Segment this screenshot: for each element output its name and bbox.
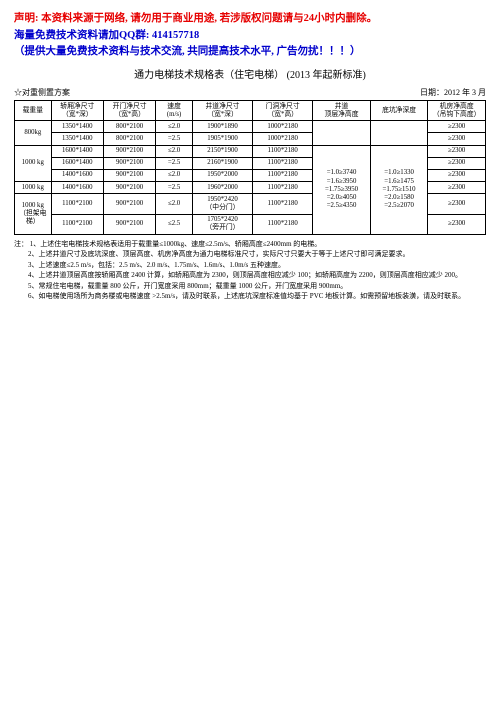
cell-pit: 1900*1890 xyxy=(192,121,252,133)
col-shaft: 轿厢净尺寸（宽*深） xyxy=(51,101,103,121)
cell-shaft: 1100*2100 xyxy=(51,194,103,214)
cell-pit: 2150*1900 xyxy=(192,145,252,157)
cell-load: 1000 kg xyxy=(15,145,52,181)
col-pit: 井道净尺寸（宽*深） xyxy=(192,101,252,121)
cell-pit: 2160*1900 xyxy=(192,157,252,169)
col-cab: 门洞净尺寸（宽*高） xyxy=(253,101,313,121)
cell-shaft: 1350*1400 xyxy=(51,133,103,145)
cell-shaft: 1400*1600 xyxy=(51,182,103,194)
cell-mroom: ≥2300 xyxy=(428,194,486,214)
cell-pit: 1950*2420（中分门） xyxy=(192,194,252,214)
cell-pit: 1960*2000 xyxy=(192,182,252,194)
cell-load: 1000 kg（担架电梯） xyxy=(15,194,52,235)
cell-speed: =2.5 xyxy=(156,157,193,169)
cell-door: 900*2100 xyxy=(103,194,155,214)
cell-load: 800kg xyxy=(15,121,52,145)
meta-right: 日期：2012 年 3 月 xyxy=(420,87,486,98)
cell-door: 800*2100 xyxy=(103,121,155,133)
cell-mroom: ≥2300 xyxy=(428,121,486,133)
table-row: 1000 kg1600*1400900*2100≤2.02150*1900110… xyxy=(15,145,486,157)
title-year: (2013 年起新标准) xyxy=(287,70,366,81)
notes-item: 1、上述住宅电梯技术规格表适用于载重量≤1000kg、速度≤2.5m/s、轿厢高… xyxy=(30,240,322,248)
table-header-row: 载重量 轿厢净尺寸（宽*深） 开门净尺寸（宽*高） 速度(m/s) 井道净尺寸（… xyxy=(15,101,486,121)
disclaimer-text: 声明: 本资料来源于网络, 请勿用于商业用途, 若涉版权问题请与24小时内删除。 xyxy=(14,10,486,25)
cell-speed: ≤2.0 xyxy=(156,194,193,214)
cell-speed: ≤2.5 xyxy=(156,214,193,234)
cell-cab: 1100*2180 xyxy=(253,169,313,181)
cell-speed: =2.5 xyxy=(156,182,193,194)
notes-item: 6、如电梯使用场所为商务楼或电梯速度 >2.5m/s，请及时联系，上述底坑深度标… xyxy=(28,291,486,302)
cell-mroom: ≥2300 xyxy=(428,182,486,194)
cell-shaft: 1350*1400 xyxy=(51,121,103,133)
table-row: 800kg1350*1400800*2100≤2.01900*18901000*… xyxy=(15,121,486,133)
cell-pit: 1950*2000 xyxy=(192,169,252,181)
spec-table: 载重量 轿厢净尺寸（宽*深） 开门净尺寸（宽*高） 速度(m/s) 井道净尺寸（… xyxy=(14,100,486,235)
cell-shaft: 1400*1600 xyxy=(51,169,103,181)
cell-cab: 1100*2180 xyxy=(253,157,313,169)
cell-pit: 1905*1900 xyxy=(192,133,252,145)
cell-mroom: ≥2300 xyxy=(428,169,486,181)
notes-item: 4、上述井道顶层高度按轿厢高度 2400 计算，如轿厢高度为 2300，则顶层高… xyxy=(28,270,486,281)
col-speed: 速度(m/s) xyxy=(156,101,193,121)
notes-item: 3、上述速度≤2.5 m/s，包括：2.5 m/s、2.0 m/s、1.75m/… xyxy=(28,260,486,271)
cell-pitdepth xyxy=(370,121,428,145)
cell-door: 900*2100 xyxy=(103,145,155,157)
meta-left: ☆对重侧置方案 xyxy=(14,87,70,98)
cell-shaft: 1600*1400 xyxy=(51,157,103,169)
notes-item: 2、上述井道尺寸及底坑深度、顶层高度、机房净高度为通力电梯标准尺寸，实际尺寸只要… xyxy=(28,249,486,260)
cell-mroom: ≥2300 xyxy=(428,133,486,145)
qq-contact: 海量免费技术资料请加QQ群: 414157718 xyxy=(14,27,486,42)
notes-block: 注： 1、上述住宅电梯技术规格表适用于载重量≤1000kg、速度≤2.5m/s、… xyxy=(14,239,486,302)
col-door: 开门净尺寸（宽*高） xyxy=(103,101,155,121)
cell-load: 1000 kg xyxy=(15,182,52,194)
cell-pit: 1705*2420（旁开门） xyxy=(192,214,252,234)
cell-door: 900*2100 xyxy=(103,214,155,234)
cell-mroom: ≥2300 xyxy=(428,157,486,169)
cell-speed: ≤2.0 xyxy=(156,169,193,181)
table-body: 800kg1350*1400800*2100≤2.01900*18901000*… xyxy=(15,121,486,235)
cell-door: 900*2100 xyxy=(103,169,155,181)
cell-mroom: ≥2300 xyxy=(428,214,486,234)
cell-cab: 1000*2180 xyxy=(253,121,313,133)
cell-speed: =2.5 xyxy=(156,133,193,145)
meta-row: ☆对重侧置方案 日期：2012 年 3 月 xyxy=(14,87,486,98)
col-mroom: 机房净高度（吊钩下高度） xyxy=(428,101,486,121)
cell-speed: ≤2.0 xyxy=(156,121,193,133)
subtitle: （提供大量免费技术资料与技术交流, 共同提高技术水平, 广告勿扰！！！） xyxy=(14,43,486,58)
cell-cab: 1100*2180 xyxy=(253,182,313,194)
cell-speed: ≤2.0 xyxy=(156,145,193,157)
col-load: 载重量 xyxy=(15,101,52,121)
cell-door: 900*2100 xyxy=(103,182,155,194)
notes-lead: 注： xyxy=(14,240,28,248)
cell-mroom: ≥2300 xyxy=(428,145,486,157)
cell-cab: 1000*2180 xyxy=(253,133,313,145)
cell-cab: 1100*2180 xyxy=(253,194,313,214)
cell-shaft: 1100*2100 xyxy=(51,214,103,234)
cell-door: 900*2100 xyxy=(103,157,155,169)
cell-overhead xyxy=(313,121,371,145)
doc-title: 通力电梯技术规格表（住宅电梯） (2013 年起新标准) xyxy=(14,66,486,81)
cell-pitdepth: =1.0≥1330=1.6≥1475=1.75≥1510=2.0≥1580=2.… xyxy=(370,145,428,234)
cell-shaft: 1600*1400 xyxy=(51,145,103,157)
cell-cab: 1100*2180 xyxy=(253,145,313,157)
cell-door: 800*2100 xyxy=(103,133,155,145)
notes-item: 5、常规住宅电梯，载重量 800 公斤，开门宽度采用 800mm；载重量 100… xyxy=(28,281,486,292)
title-main: 通力电梯技术规格表（住宅电梯） xyxy=(134,70,284,81)
col-overhead: 井道顶层净高度 xyxy=(313,101,371,121)
col-pitdepth: 底坑净深度 xyxy=(370,101,428,121)
cell-cab: 1100*2180 xyxy=(253,214,313,234)
cell-overhead: =1.0≥3740=1.6≥3950=1.75≥3950=2.0≥4050=2.… xyxy=(313,145,371,234)
